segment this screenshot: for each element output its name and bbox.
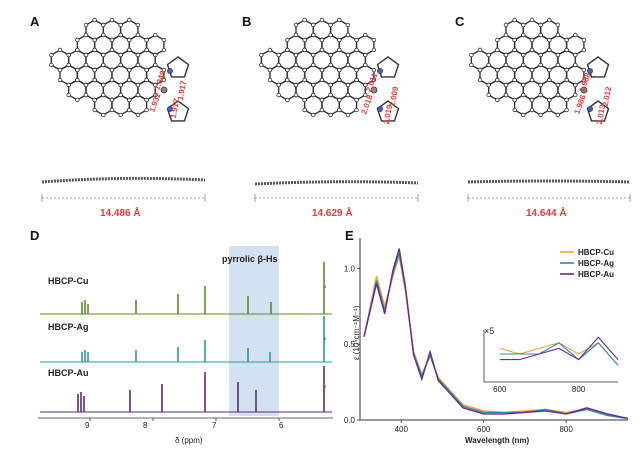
uv-x-tick-label: 600 [477,425,491,434]
uv-x-tick-label: 800 [559,425,573,434]
pyrrole-ring [586,56,610,78]
panel-e-letter: E [345,228,354,243]
molecule-b [258,17,400,122]
inset-series-hbcp-au [499,336,619,361]
inset-x-tick-label: 800 [572,385,586,394]
side-view-b [254,180,419,202]
uv-x-axis-title: Wavelength (nm) [465,436,530,445]
inset-scale-label: ×5 [484,326,495,336]
molecule-c [468,17,610,122]
inset-x-tick-label: 600 [493,385,507,394]
nmr-sample-cu: HBCP-Cu [48,276,89,286]
nmr-tick-9: 9 [85,421,90,430]
uv-y-axis-title: ε (10⁵cm⁻¹M⁻¹) [352,305,361,360]
nmr-sample-au: HBCP-Au [48,368,89,378]
legend-label: HBCP-Au [578,270,614,279]
legend-label: HBCP-Cu [578,248,614,257]
uv-y-tick-label: 1.0 [344,264,356,273]
metal-atom [580,86,588,94]
uv-series-hbcp-cu [363,255,629,420]
distance-c: 14.644 Å [526,208,567,219]
distance-b: 14.629 Å [312,208,353,219]
metal-atom [370,86,378,94]
panel-b-letter: B [242,14,252,29]
side-view-a [41,176,206,202]
nitrogen-atom [377,106,383,112]
molecule-a [48,17,190,122]
nmr-sample-ag: HBCP-Ag [48,322,89,332]
metal-atom [160,86,168,94]
inset-series-hbcp-ag [499,342,619,366]
nmr-x-axis-title: δ (ppm) [175,436,203,445]
uv-series-hbcp-au [363,248,629,420]
uv-x-tick-label: 400 [395,425,409,434]
crystal-structures [41,17,631,202]
uv-y-tick-label: 0.5 [344,340,356,349]
inset-axes [483,330,618,383]
nitrogen-atom [587,68,593,74]
nmr-highlight-label: pyrrolic β-Hs [222,254,278,264]
nmr-tick-8: 8 [143,421,148,430]
nmr-tick-6: 6 [279,421,284,430]
nitrogen-atom [167,106,173,112]
side-view-c [467,179,631,202]
pyrrole-ring [376,56,400,78]
pyrrole-ring [166,56,190,78]
panel-d-letter: D [30,228,40,243]
panel-a-letter: A [30,14,40,29]
panel-c-letter: C [455,14,465,29]
nitrogen-atom [377,68,383,74]
nmr-tick-7: 7 [212,421,217,430]
legend-label: HBCP-Ag [578,259,614,268]
uv-y-tick-label: 0.0 [344,416,356,425]
distance-a: 14.486 Å [100,208,141,219]
nitrogen-atom [167,68,173,74]
nitrogen-atom [587,106,593,112]
